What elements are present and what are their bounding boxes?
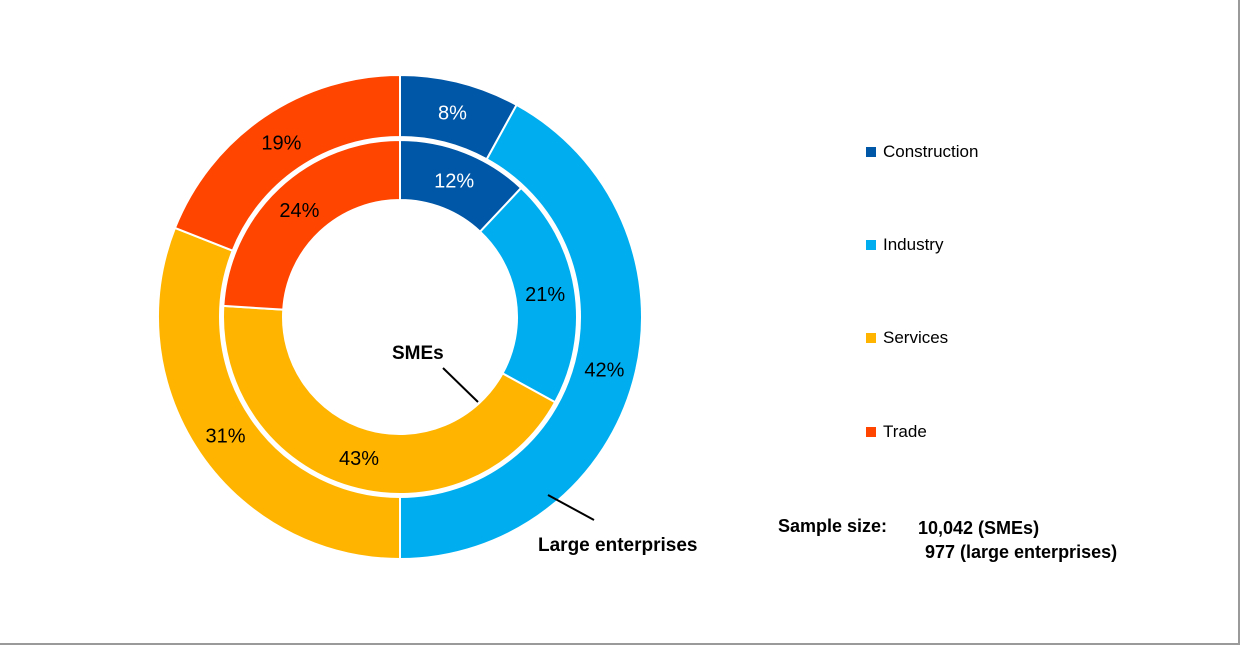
outer-slice-label-trade: 19% — [261, 133, 301, 155]
legend-label: Trade — [883, 422, 927, 441]
outer-slice-industry — [399, 103, 643, 561]
inner-ring-callout-label: SMEs — [392, 343, 444, 364]
outer-slice-label-construction: 8% — [438, 103, 467, 125]
legend-label: Construction — [883, 142, 979, 161]
construction-swatch-icon — [866, 147, 876, 157]
inner-slice-label-services: 43% — [339, 448, 379, 470]
sample-size-label: Sample size: — [778, 516, 888, 536]
industry-swatch-icon — [866, 240, 876, 250]
outer-slice-label-services: 31% — [205, 426, 245, 448]
inner-slice-label-industry: 21% — [525, 284, 565, 306]
outer-slice-trade — [173, 73, 401, 253]
large-enterprises-callout-line — [547, 494, 595, 521]
inner-slice-trade — [222, 138, 401, 311]
donut-chart: 12% 21% 43% 24% 8% 42% 31% 19% — [157, 73, 643, 561]
legend-item-trade: Trade — [866, 422, 927, 442]
legend-item-construction: Construction — [866, 142, 978, 162]
legend-item-services: Services — [866, 328, 948, 348]
trade-swatch-icon — [866, 427, 876, 437]
legend-label: Services — [883, 328, 949, 347]
sample-size-values: 10,042 (SMEs) 977 (large enterprises) — [918, 516, 1117, 564]
outer-slice-label-industry: 42% — [584, 360, 624, 382]
inner-slice-services — [222, 304, 557, 495]
inner-slice-label-trade: 24% — [279, 200, 319, 222]
services-swatch-icon — [866, 333, 876, 343]
outer-slice-services — [157, 226, 401, 561]
smes-callout-line — [442, 367, 479, 403]
sample-size-large: 977 (large enterprises) — [925, 542, 1118, 562]
inner-slice-label-construction: 12% — [434, 170, 474, 192]
outer-ring-callout-label: Large enterprises — [538, 535, 698, 556]
legend-item-industry: Industry — [866, 235, 943, 255]
legend-label: Industry — [883, 235, 944, 254]
donut-slices: 12% 21% 43% 24% 8% 42% 31% 19% — [157, 73, 643, 561]
sample-size-smes: 10,042 (SMEs) — [918, 518, 1040, 538]
